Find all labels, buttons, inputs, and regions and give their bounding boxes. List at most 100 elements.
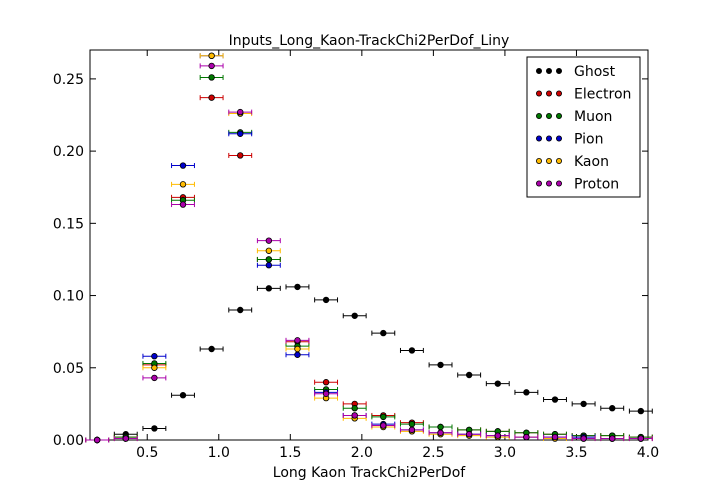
x-tick-label: 1.5 <box>279 445 301 461</box>
legend-label: Pion <box>574 132 603 148</box>
data-point <box>294 337 301 344</box>
y-tick-label: 0.20 <box>53 144 84 160</box>
series-proton <box>85 62 653 444</box>
x-tick-label: 3.5 <box>565 445 587 461</box>
data-point <box>322 390 330 397</box>
legend-label: Muon <box>574 109 612 125</box>
data-point <box>265 247 273 254</box>
data-point <box>208 94 215 101</box>
data-point <box>351 405 358 412</box>
y-tick-label: 0.10 <box>53 289 84 305</box>
data-point <box>265 262 273 269</box>
data-point <box>265 237 273 244</box>
legend-marker <box>546 90 553 97</box>
data-point <box>179 162 187 169</box>
legend-box <box>526 56 641 198</box>
y-tick-label: 0.15 <box>53 216 84 232</box>
data-point <box>208 74 215 81</box>
data-point <box>151 374 158 382</box>
data-point <box>494 432 501 439</box>
data-point <box>351 412 358 419</box>
data-point <box>265 285 273 292</box>
data-point <box>93 436 101 444</box>
legend-marker <box>536 135 543 142</box>
legend-marker <box>556 180 563 187</box>
data-point <box>408 420 416 428</box>
data-point <box>322 379 330 386</box>
data-point <box>551 433 559 441</box>
legend-marker <box>536 113 543 120</box>
data-point <box>208 345 215 353</box>
data-point <box>294 283 301 291</box>
data-point <box>179 201 187 208</box>
legend-label: Proton <box>574 177 619 193</box>
data-point <box>408 347 416 354</box>
data-point <box>465 371 473 379</box>
data-point <box>208 62 215 70</box>
x-tick-label: 3.0 <box>494 445 516 461</box>
data-point <box>380 422 387 429</box>
legend-marker <box>546 135 553 142</box>
data-point <box>151 353 158 360</box>
x-axis-label: Long Kaon TrackChi2PerDof <box>273 465 466 481</box>
legend-marker <box>546 180 553 187</box>
data-point <box>151 425 158 432</box>
data-point <box>322 296 330 304</box>
legend-marker <box>556 90 563 97</box>
legend-marker <box>546 157 553 164</box>
data-point <box>122 435 129 442</box>
legend-marker <box>536 180 543 187</box>
data-point <box>179 181 187 188</box>
legend-marker <box>546 68 553 75</box>
data-point <box>523 433 530 441</box>
legend-marker <box>536 157 543 164</box>
data-point <box>237 108 244 116</box>
x-tick-label: 1.0 <box>208 445 230 461</box>
data-point <box>294 351 301 358</box>
y-tick-label: 0.00 <box>53 433 84 449</box>
legend-marker <box>546 113 553 120</box>
data-point <box>609 405 616 412</box>
legend-marker <box>556 135 563 142</box>
legend-marker <box>556 68 563 75</box>
x-tick-label: 2.5 <box>422 445 444 461</box>
data-point <box>208 52 215 59</box>
axes: 0.5 1.0 1.5 2.0 2.5 3.0 3.5 4.0 0.00 0.05 0.10 0.15… <box>53 50 659 461</box>
data-point <box>237 130 244 137</box>
data-marks <box>85 52 653 444</box>
legend-marker <box>536 90 543 97</box>
data-point <box>551 396 559 403</box>
data-point <box>465 431 473 438</box>
data-point <box>437 361 444 369</box>
data-point <box>580 435 587 442</box>
data-point <box>408 426 416 434</box>
legend: Ghost Electron Muon Pion Kaon Proton <box>526 56 641 198</box>
legend-marker <box>536 68 543 75</box>
data-point <box>437 429 444 436</box>
data-point <box>179 392 187 399</box>
data-point <box>523 389 530 396</box>
chart-title: Inputs_Long_Kaon-TrackChi2PerDof_Liny <box>229 33 510 49</box>
data-point <box>609 435 616 442</box>
data-point <box>237 306 244 314</box>
legend-label: Electron <box>574 87 631 103</box>
data-point <box>637 435 645 442</box>
data-point <box>265 256 273 263</box>
y-tick-label: 0.05 <box>53 361 84 377</box>
x-tick-label: 2.0 <box>351 445 373 461</box>
legend-label: Ghost <box>574 64 616 80</box>
data-point <box>294 345 301 353</box>
legend-label: Kaon <box>574 154 609 170</box>
data-point <box>580 400 587 408</box>
data-point <box>380 329 387 337</box>
legend-marker <box>556 157 563 164</box>
y-tick-label: 0.25 <box>53 72 84 88</box>
data-point <box>637 407 645 415</box>
x-tick-label: 0.5 <box>136 445 158 461</box>
data-point <box>351 312 358 319</box>
data-point <box>437 423 444 431</box>
data-point <box>151 364 158 371</box>
x-tick-label: 4.0 <box>637 445 659 461</box>
